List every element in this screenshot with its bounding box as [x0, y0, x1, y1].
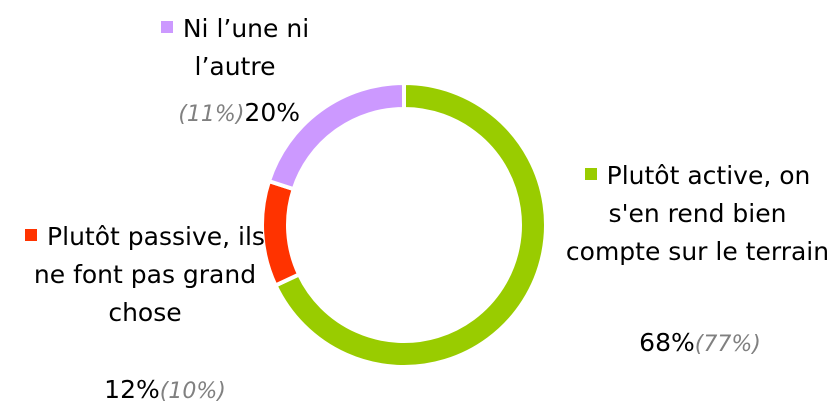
percent-line: 12%(10%) — [20, 371, 310, 411]
comparison-label: (77%) — [694, 332, 761, 357]
value-label: 20% — [244, 98, 300, 127]
percent-line: 68%(77%) — [565, 324, 835, 364]
category-name: Ni l’une ni l’autre — [182, 14, 310, 81]
value-label: 12% — [104, 375, 160, 404]
legend-marker — [25, 229, 38, 241]
category-name: Plutôt active, on s'en rend bien compte … — [565, 161, 830, 266]
legend-label: Plutôt active, on s'en rend bien compte … — [560, 157, 835, 271]
legend-label: Plutôt passive, ils ne font pas grand ch… — [10, 218, 280, 332]
comparison-label: (11%) — [178, 102, 245, 127]
category-name: Plutôt passive, ils ne font pas grand ch… — [33, 222, 265, 327]
donut-segment — [272, 80, 548, 369]
donut-segment — [266, 80, 406, 192]
legend-label: Ni l’une ni l’autre — [120, 10, 350, 86]
value-label: 68% — [639, 328, 695, 357]
legend-marker — [584, 168, 597, 180]
percent-line: (11%)20% — [100, 94, 300, 134]
legend-marker — [160, 21, 173, 33]
comparison-label: (10%) — [159, 379, 226, 404]
